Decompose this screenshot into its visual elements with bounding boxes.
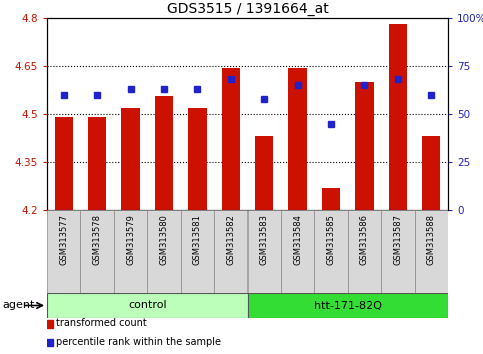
Text: agent: agent — [2, 301, 35, 310]
Bar — [47, 338, 53, 347]
Bar — [247, 210, 281, 293]
Bar — [80, 210, 114, 293]
Text: htt-171-82Q: htt-171-82Q — [314, 301, 382, 310]
Bar — [88, 117, 106, 210]
Bar — [222, 68, 240, 210]
Bar — [422, 136, 440, 210]
Text: GSM313582: GSM313582 — [227, 214, 235, 265]
Text: GSM313586: GSM313586 — [360, 214, 369, 265]
Bar — [147, 210, 181, 293]
Bar — [47, 293, 247, 318]
Bar — [414, 210, 448, 293]
Bar — [255, 136, 273, 210]
Text: GSM313585: GSM313585 — [327, 214, 336, 265]
Bar — [214, 210, 247, 293]
Bar — [114, 210, 147, 293]
Text: GSM313581: GSM313581 — [193, 214, 202, 265]
Text: transformed count: transformed count — [56, 318, 146, 328]
Bar — [247, 293, 448, 318]
Text: percentile rank within the sample: percentile rank within the sample — [56, 337, 221, 347]
Bar — [47, 210, 80, 293]
Bar — [55, 117, 73, 210]
Bar — [381, 210, 414, 293]
Bar — [121, 108, 140, 210]
Bar — [322, 188, 340, 210]
Bar — [288, 68, 307, 210]
Text: GSM313587: GSM313587 — [393, 214, 402, 265]
Text: GDS3515 / 1391664_at: GDS3515 / 1391664_at — [167, 2, 328, 16]
Text: GSM313588: GSM313588 — [427, 214, 436, 265]
Text: GSM313579: GSM313579 — [126, 214, 135, 265]
Bar — [281, 210, 314, 293]
Bar — [389, 24, 407, 210]
Bar — [155, 96, 173, 210]
Bar — [348, 210, 381, 293]
Bar — [47, 320, 53, 328]
Bar — [314, 210, 348, 293]
Bar — [181, 210, 214, 293]
Text: GSM313584: GSM313584 — [293, 214, 302, 265]
Text: GSM313578: GSM313578 — [93, 214, 101, 265]
Bar — [355, 82, 374, 210]
Text: control: control — [128, 301, 167, 310]
Text: GSM313577: GSM313577 — [59, 214, 68, 265]
Text: GSM313583: GSM313583 — [260, 214, 269, 265]
Bar — [188, 108, 207, 210]
Text: GSM313580: GSM313580 — [159, 214, 169, 265]
